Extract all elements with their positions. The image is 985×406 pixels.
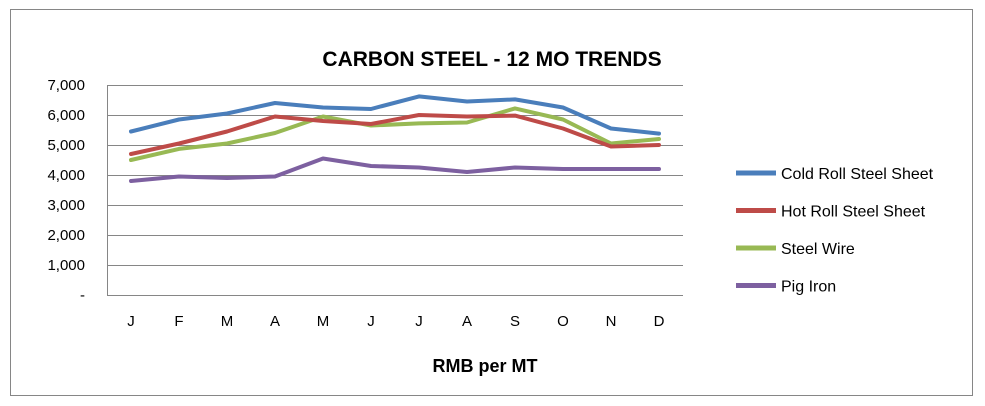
x-axis-title: RMB per MT [433,356,538,376]
legend-item: Cold Roll Steel Sheet [736,166,934,183]
x-tick-label: J [127,313,135,330]
y-tick-label: 5,000 [47,137,85,154]
legend-label: Pig Iron [781,279,836,296]
legend-item: Pig Iron [736,279,836,296]
legend-label: Hot Roll Steel Sheet [781,204,926,221]
legend-item: Steel Wire [736,241,855,258]
x-tick-label: A [270,313,280,330]
legend-label: Steel Wire [781,241,855,258]
y-tick-label: 7,000 [47,77,85,94]
x-tick-label: J [367,313,375,330]
series-line [129,106,661,162]
y-tick-label: 3,000 [47,197,85,214]
x-tick-label: J [415,313,423,330]
y-tick-label: - [80,287,85,304]
legend-label: Cold Roll Steel Sheet [781,166,934,183]
legend: Cold Roll Steel Sheet Hot Roll Steel Shee… [736,166,934,296]
series-lines [129,94,661,183]
x-tick-label: M [221,313,234,330]
y-tick-labels: - 1,000 2,000 3,000 4,000 5,000 6,000 7,000 [47,77,85,304]
x-tick-label: N [606,313,617,330]
chart-border [10,9,973,396]
y-tick-label: 4,000 [47,167,85,184]
chart-title: CARBON STEEL - 12 MO TRENDS [322,48,661,71]
y-tick-label: 6,000 [47,107,85,124]
x-tick-label: D [654,313,665,330]
x-tick-label: A [462,313,472,330]
x-tick-label: M [317,313,330,330]
x-tick-label: F [174,313,183,330]
x-tick-label: S [510,313,520,330]
axes [107,85,683,296]
y-tick-label: 1,000 [47,257,85,274]
series-line [129,156,661,183]
series-line [129,113,661,156]
y-tick-label: 2,000 [47,227,85,244]
x-tick-label: O [557,313,569,330]
series-line [129,94,661,136]
legend-item: Hot Roll Steel Sheet [736,204,926,221]
